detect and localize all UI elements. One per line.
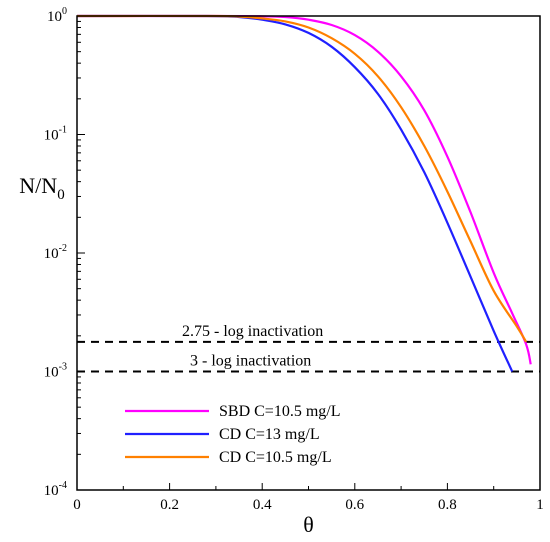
x-tick-label: 0.4 [253,497,272,513]
reference-line-label: 2.75 - log inactivation [182,323,323,340]
y-tick-label: 10-4 [44,480,67,499]
x-axis-title: θ [303,512,314,537]
y-tick-label: 10-2 [44,243,67,262]
series-line [76,14,528,343]
x-axis-ticks: 0 0.2 0.4 0.6 0.8 1 [73,483,544,513]
series-line [76,14,532,365]
series-line [76,14,514,372]
legend-label: CD C=10.5 mg/L [219,449,332,466]
legend-label: SBD C=10.5 mg/L [219,403,340,420]
series-lines [76,14,532,372]
y-tick-label: 10-1 [44,125,67,144]
y-tick-label: 10-3 [44,362,67,381]
y-axis-ticks: 100 10-1 10-2 10-3 10-4 [44,6,85,499]
x-tick-label: 0.8 [438,497,457,513]
reference-line-label: 3 - log inactivation [190,353,311,370]
x-tick-label: 1 [536,497,544,513]
x-tick-label: 0 [73,497,81,513]
legend-label: CD C=13 mg/L [219,426,320,443]
x-tick-label: 0.6 [345,497,364,513]
reference-lines: 2.75 - log inactivation 3 - log inactivat… [77,323,540,373]
y-axis-title: N/N0 [19,173,64,203]
y-axis-title-main: N/N [19,173,57,198]
y-axis-title-sub: 0 [57,187,65,203]
y-tick-label: 100 [47,6,67,25]
legend: SBD C=10.5 mg/L CD C=13 mg/L CD C=10.5 mg/… [125,403,340,466]
x-tick-label: 0.2 [160,497,179,513]
